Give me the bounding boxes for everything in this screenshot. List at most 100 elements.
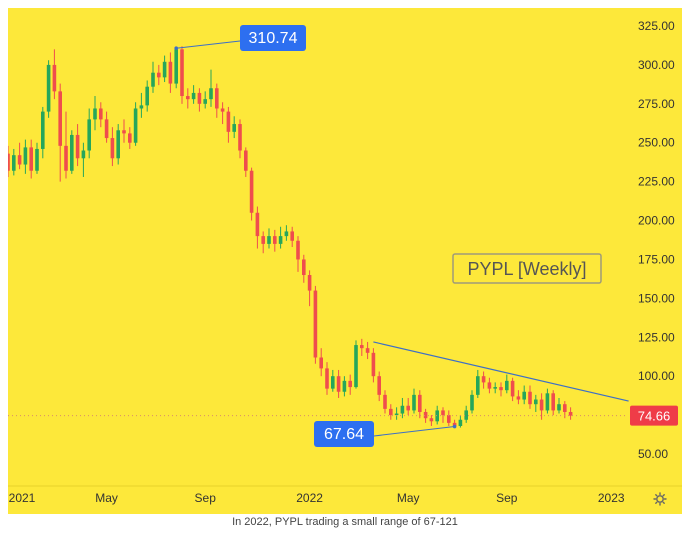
candle [302, 254, 306, 283]
candle-body [267, 236, 271, 244]
candle-body [435, 410, 439, 422]
candle-body [145, 86, 149, 106]
candle-body [261, 236, 265, 244]
high-callout-box [240, 25, 306, 51]
candle-body [139, 105, 144, 109]
high-point-marker [174, 46, 178, 50]
chart-title-box: PYPL [Weekly] [452, 253, 602, 284]
candle [505, 374, 509, 394]
candle [319, 348, 323, 377]
y-tick-label: 50.00 [638, 447, 668, 461]
candle [128, 127, 132, 149]
candle [435, 405, 439, 425]
candle [377, 371, 381, 402]
candle [516, 390, 521, 405]
candle [418, 390, 422, 419]
candle-body [157, 72, 161, 78]
candle-body [551, 393, 555, 411]
candle [296, 236, 300, 272]
candle [75, 124, 80, 167]
candle-body [273, 236, 277, 244]
candle [145, 80, 149, 112]
candle [174, 47, 178, 89]
candle-body [290, 231, 294, 241]
candle [493, 382, 497, 394]
candle [29, 139, 33, 179]
candle-body [52, 64, 57, 92]
candle [186, 88, 190, 109]
candle [93, 96, 97, 131]
candle [412, 388, 416, 414]
resistance-trendline [373, 341, 629, 402]
candle [273, 229, 277, 252]
candle [568, 407, 573, 420]
candle [215, 83, 219, 118]
candle [313, 285, 318, 364]
candle [290, 226, 294, 248]
candle [441, 407, 445, 423]
candle [87, 108, 91, 159]
candle-body [209, 88, 213, 100]
candle-body [325, 368, 329, 389]
candle-body [505, 380, 509, 391]
candle-body [400, 405, 405, 414]
candle-body [499, 387, 503, 391]
candle [157, 64, 161, 86]
candle-body [70, 134, 74, 171]
candle-body [122, 130, 126, 134]
candle-body [110, 138, 115, 159]
candle-body [365, 348, 370, 353]
candle-body [493, 387, 497, 389]
candles-layer [8, 46, 573, 428]
candle-body [429, 418, 434, 422]
candle-body [522, 391, 526, 400]
candle-body [510, 380, 515, 397]
candle-body [412, 394, 416, 411]
candle-body [12, 155, 16, 171]
candle [99, 102, 103, 128]
x-tick-label: Sep [195, 491, 217, 505]
candle [133, 102, 138, 146]
candle-body [168, 61, 173, 84]
settings-gear-icon[interactable] [653, 492, 667, 506]
candle [458, 415, 463, 428]
candle-body [545, 393, 550, 411]
candle-body [46, 64, 51, 112]
candle-body [203, 99, 207, 104]
candle-body [342, 380, 347, 392]
candle-body [418, 394, 422, 412]
candle [499, 382, 503, 397]
candle-body [191, 92, 196, 100]
candle-body [307, 275, 312, 291]
candle-body [128, 133, 132, 143]
candle [12, 148, 16, 176]
candle-body [104, 119, 109, 139]
candle-body [319, 357, 323, 369]
chart-svg: 310.74 67.64 325.00 300.00 275.00 250.00 225.… [8, 8, 682, 514]
candle-body [348, 380, 352, 388]
candle [365, 341, 370, 360]
y-tick-label: 200.00 [638, 214, 675, 228]
candle-body [232, 124, 236, 132]
high-callout-line [176, 40, 241, 49]
candle-body [249, 170, 254, 213]
candle [545, 388, 550, 414]
candle-body [336, 376, 341, 392]
candle-body [563, 404, 567, 412]
candle-body [23, 147, 28, 165]
candle-body [313, 290, 318, 358]
low-callout-line [373, 426, 455, 437]
candle [255, 206, 260, 249]
candle [203, 91, 207, 109]
candle-body [516, 396, 521, 400]
overlay-layer: 310.74 67.64 [8, 25, 629, 447]
candle-body [470, 394, 474, 411]
candle-body [568, 411, 573, 416]
candle [122, 119, 126, 143]
candle-body [406, 405, 410, 411]
candle [261, 231, 265, 254]
candle-body [458, 419, 463, 426]
candle [354, 340, 358, 389]
candle [429, 415, 434, 426]
y-tick-label: 225.00 [638, 175, 675, 189]
